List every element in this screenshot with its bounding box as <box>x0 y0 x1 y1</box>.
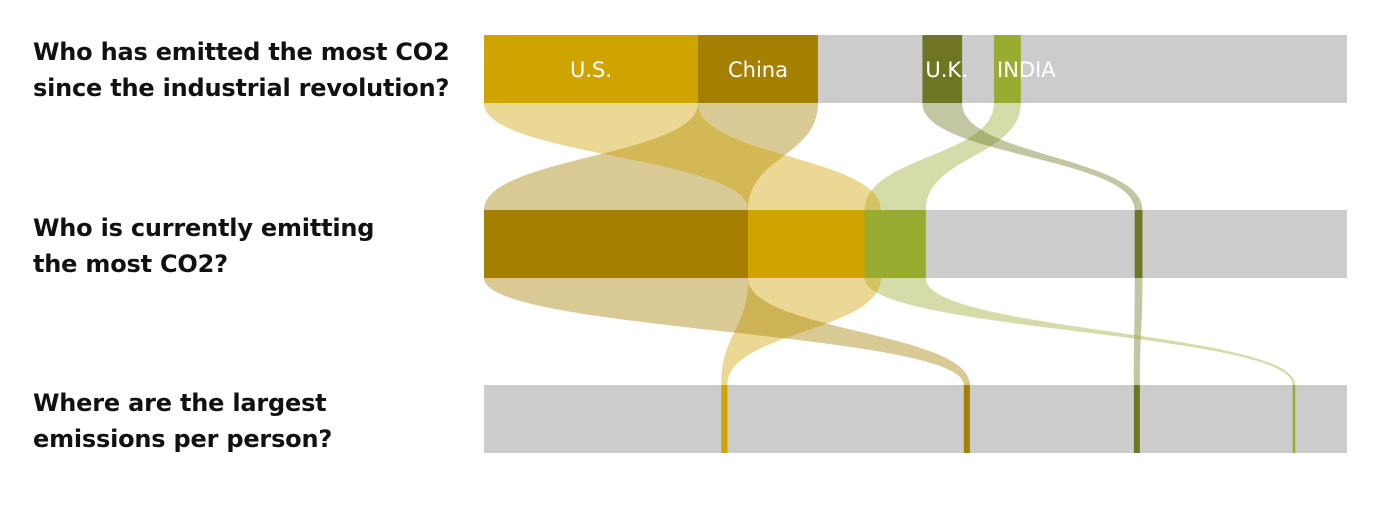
segment-us-row1 <box>748 210 881 278</box>
segment-china-row0 <box>698 35 818 103</box>
flow-china-row1-to-row2 <box>484 278 970 385</box>
flow-china-row0-to-row1 <box>484 103 818 210</box>
flow-us-row1-to-row2 <box>721 278 881 385</box>
segment-india-row2 <box>1292 385 1296 453</box>
question-line: Who has emitted the most CO2 <box>33 38 450 66</box>
country-label-china: China <box>728 58 788 82</box>
segment-india-row1 <box>864 210 926 278</box>
segment-us-row0 <box>484 35 699 103</box>
flow-ribbons <box>484 103 1296 385</box>
flow-us-row0-to-row1 <box>484 103 881 210</box>
question-line: Where are the largest <box>33 389 327 417</box>
flow-india-row0-to-row1 <box>864 103 1021 210</box>
segment-china-row2 <box>963 385 970 453</box>
question-line: Who is currently emitting <box>33 214 375 242</box>
row-background-2 <box>484 385 1347 453</box>
segment-india-row0 <box>994 35 1021 103</box>
segment-uk-row2 <box>1133 385 1140 453</box>
flow-uk-row1-to-row2 <box>1133 278 1143 385</box>
question-cumulative-emissions: Who has emitted the most CO2 since the i… <box>33 34 473 106</box>
segment-china-row1 <box>484 210 749 278</box>
flow-india-row1-to-row2 <box>864 278 1296 385</box>
country-labels: U.S. China U.K. INDIA <box>570 58 1056 82</box>
country-label-india: INDIA <box>997 58 1056 82</box>
segment-uk-row0 <box>922 35 963 103</box>
question-line: since the industrial revolution? <box>33 74 450 102</box>
segment-us-row2 <box>721 385 728 453</box>
country-label-us: U.S. <box>570 58 612 82</box>
question-line: emissions per person? <box>33 425 333 453</box>
country-label-uk: U.K. <box>925 58 968 82</box>
question-line: the most CO2? <box>33 250 228 278</box>
question-per-person-emissions: Where are the largest emissions per pers… <box>33 385 473 457</box>
flow-uk-row0-to-row1 <box>922 103 1143 210</box>
segment-uk-row1 <box>1134 210 1143 278</box>
row-segments <box>484 35 1296 453</box>
question-current-emissions: Who is currently emitting the most CO2? <box>33 210 473 282</box>
